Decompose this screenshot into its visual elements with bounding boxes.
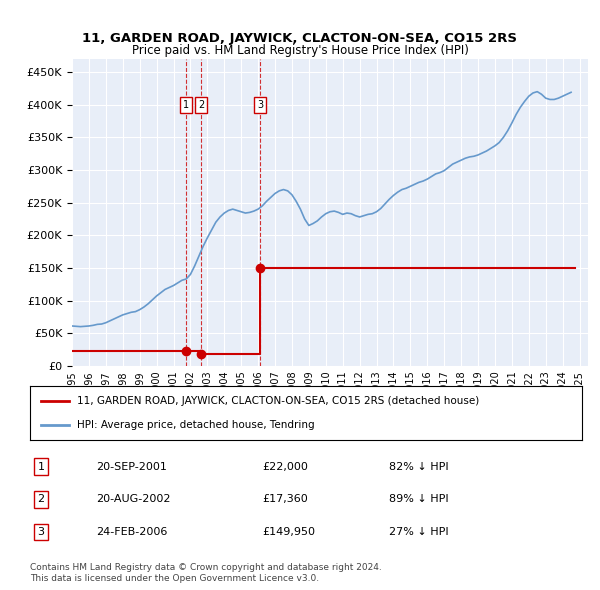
Text: 89% ↓ HPI: 89% ↓ HPI	[389, 494, 448, 504]
Text: 2: 2	[37, 494, 44, 504]
Text: 11, GARDEN ROAD, JAYWICK, CLACTON-ON-SEA, CO15 2RS (detached house): 11, GARDEN ROAD, JAYWICK, CLACTON-ON-SEA…	[77, 396, 479, 407]
Text: 27% ↓ HPI: 27% ↓ HPI	[389, 527, 448, 537]
Text: £149,950: £149,950	[262, 527, 315, 537]
Text: HPI: Average price, detached house, Tendring: HPI: Average price, detached house, Tend…	[77, 419, 314, 430]
Text: Price paid vs. HM Land Registry's House Price Index (HPI): Price paid vs. HM Land Registry's House …	[131, 44, 469, 57]
Text: 1: 1	[38, 461, 44, 471]
Text: 2: 2	[198, 100, 204, 110]
Text: 1: 1	[182, 100, 189, 110]
Text: 20-AUG-2002: 20-AUG-2002	[96, 494, 171, 504]
Text: 20-SEP-2001: 20-SEP-2001	[96, 461, 167, 471]
Text: 11, GARDEN ROAD, JAYWICK, CLACTON-ON-SEA, CO15 2RS: 11, GARDEN ROAD, JAYWICK, CLACTON-ON-SEA…	[83, 32, 517, 45]
Text: £17,360: £17,360	[262, 494, 308, 504]
Text: 3: 3	[38, 527, 44, 537]
Text: Contains HM Land Registry data © Crown copyright and database right 2024.
This d: Contains HM Land Registry data © Crown c…	[30, 563, 382, 583]
Text: 3: 3	[257, 100, 263, 110]
Text: 82% ↓ HPI: 82% ↓ HPI	[389, 461, 448, 471]
Text: 24-FEB-2006: 24-FEB-2006	[96, 527, 167, 537]
Text: £22,000: £22,000	[262, 461, 308, 471]
